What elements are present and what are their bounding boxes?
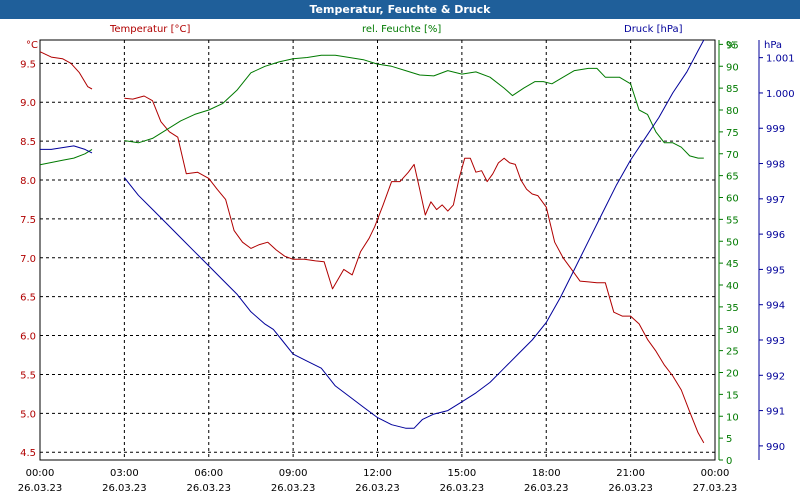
x-tick-date: 26.03.23	[102, 483, 147, 494]
humidity-tick-label: 40	[726, 281, 739, 292]
pressure-tick-label: 994	[766, 301, 785, 312]
chart-title: Temperatur, Feuchte & Druck	[0, 0, 800, 19]
x-tick-date: 26.03.23	[186, 483, 231, 494]
grid	[39, 39, 716, 461]
pressure-line	[124, 39, 705, 429]
pressure-tick-label: 1.000	[766, 89, 795, 100]
series-layer	[39, 39, 705, 444]
x-tick-label: 00:00	[26, 468, 55, 479]
temp-tick-label: 6.5	[20, 293, 36, 304]
humidity-line	[39, 148, 93, 166]
pressure-tick-label: 990	[766, 442, 785, 453]
humidity-tick-label: 25	[726, 347, 739, 358]
pressure-tick-label: 997	[766, 195, 785, 206]
pressure-tick-label: 993	[766, 336, 785, 347]
x-tick-label: 09:00	[279, 468, 308, 479]
temp-tick-label: 9.5	[20, 59, 36, 70]
temperature-line	[39, 51, 93, 90]
x-tick-date: 26.03.23	[18, 483, 63, 494]
legend-temperature: Temperatur [°C]	[110, 24, 191, 35]
pressure-tick-label: 1.001	[766, 54, 795, 65]
temp-axis-unit: °C	[26, 40, 38, 51]
humidity-tick-label: 10	[726, 412, 739, 423]
x-tick-date: 26.03.23	[608, 483, 653, 494]
temp-tick-label: 5.5	[20, 370, 36, 381]
humidity-tick-label: 0	[726, 456, 732, 467]
legend-humidity: rel. Feuchte [%]	[362, 24, 442, 35]
pressure-tick-label: 992	[766, 371, 785, 382]
humidity-line	[124, 54, 704, 159]
humidity-tick-label: 65	[726, 172, 739, 183]
x-tick-date: 26.03.23	[271, 483, 316, 494]
x-tick-date: 26.03.23	[524, 483, 569, 494]
temp-tick-label: 7.0	[20, 254, 36, 265]
pressure-tick-label: 991	[766, 407, 785, 418]
humidity-tick-label: 85	[726, 84, 739, 95]
temp-tick-label: 5.0	[20, 409, 36, 420]
temp-tick-label: 8.5	[20, 137, 36, 148]
humidity-tick-label: %	[726, 40, 736, 51]
temp-tick-label: 4.5	[20, 448, 36, 459]
temp-tick-label: 8.0	[20, 176, 36, 187]
axes-layer: 00:00 26.03.23 03:00 26.03.23 06:00 26.03.23 0…	[18, 40, 795, 494]
humidity-tick-label: 70	[726, 150, 739, 161]
humidity-tick-label: 30	[726, 325, 739, 336]
x-tick-date: 26.03.23	[440, 483, 485, 494]
x-tick-label: 03:00	[110, 468, 139, 479]
humidity-tick-label: 15	[726, 390, 739, 401]
temp-tick-label: 7.5	[20, 215, 36, 226]
temp-tick-label: 6.0	[20, 332, 36, 343]
humidity-tick-label: 55	[726, 215, 739, 226]
x-tick-date: 27.03.23	[693, 483, 738, 494]
humidity-tick-label: 75	[726, 128, 739, 139]
x-tick-label: 12:00	[363, 468, 392, 479]
pressure-tick-label: 999	[766, 124, 785, 135]
humidity-tick-label: 50	[726, 237, 739, 248]
legend-pressure: Druck [hPa]	[624, 24, 683, 35]
pressure-tick-label: 998	[766, 160, 785, 171]
temp-tick-label: 9.0	[20, 98, 36, 109]
humidity-tick-label: 95	[726, 40, 739, 51]
temperature-line	[124, 95, 705, 444]
humidity-tick-label: 20	[726, 369, 739, 380]
x-tick-label: 18:00	[532, 468, 561, 479]
x-tick-label: 21:00	[616, 468, 645, 479]
pressure-tick-label: 995	[766, 265, 785, 276]
x-tick-label: 15:00	[447, 468, 476, 479]
humidity-tick-label: 60	[726, 194, 739, 205]
humidity-tick-label: 5	[726, 434, 732, 445]
humidity-tick-label: 90	[726, 62, 739, 73]
pressure-tick-label: 996	[766, 230, 785, 241]
humidity-tick-label: 35	[726, 303, 739, 314]
x-tick-date: 26.03.23	[355, 483, 400, 494]
pressure-axis-unit: hPa	[764, 40, 782, 51]
x-tick-label: 06:00	[194, 468, 223, 479]
humidity-tick-label: 80	[726, 106, 739, 117]
x-tick-label: 00:00	[701, 468, 730, 479]
pressure-line	[40, 145, 93, 154]
humidity-tick-label: 45	[726, 259, 739, 270]
